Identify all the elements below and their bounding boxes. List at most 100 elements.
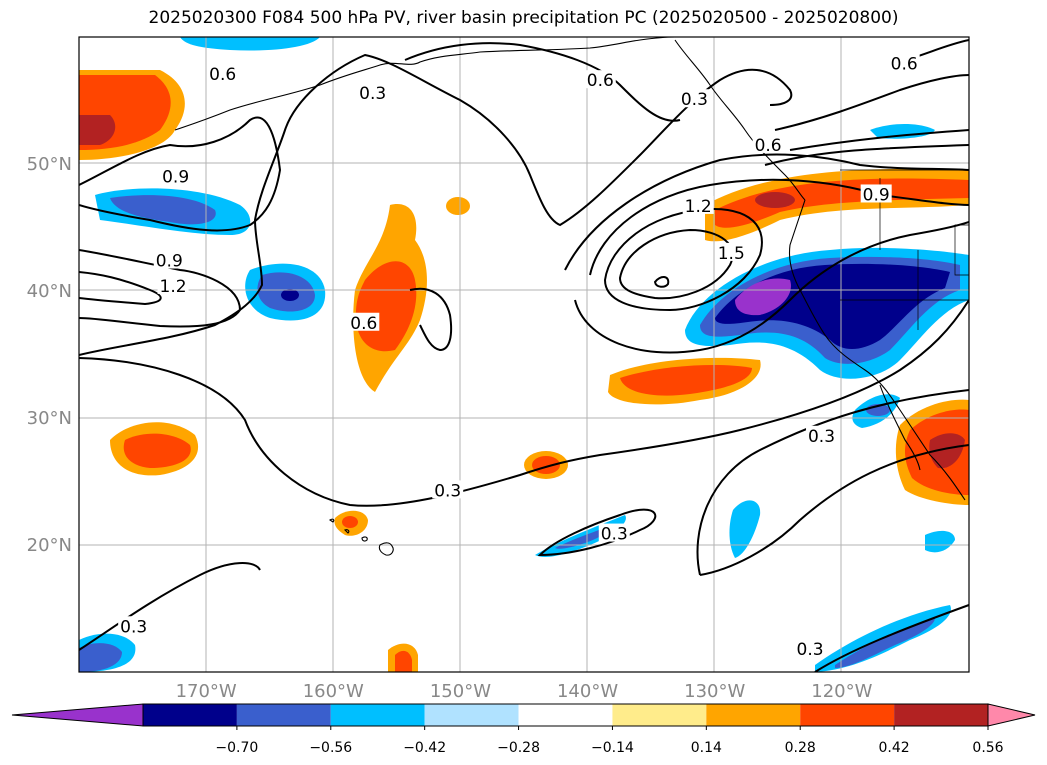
- contour-label-bg: [682, 195, 714, 214]
- colorbar-segment: [236, 704, 331, 726]
- pv-contour: [79, 53, 793, 356]
- contour-label-bg: [357, 82, 389, 101]
- coastline-baja: [879, 384, 921, 471]
- colorbar-segment: [612, 704, 707, 726]
- contour-label: 0.3: [434, 481, 461, 501]
- contour-label-bg: [157, 275, 189, 294]
- contour-label: 0.9: [162, 168, 189, 188]
- pv-contour: [404, 42, 681, 122]
- contour-label-bg: [118, 616, 150, 635]
- contour-label: 0.3: [681, 90, 708, 110]
- pv-contour: [653, 276, 670, 288]
- lat-tick-label: 50°N: [27, 154, 72, 175]
- pv-contour: [79, 299, 969, 507]
- contour-label: 0.3: [808, 427, 835, 447]
- pv-contour: [618, 228, 734, 300]
- contour-label: 0.6: [891, 55, 918, 75]
- lon-tick-label: 160°W: [303, 681, 364, 702]
- pv-contour: [79, 271, 162, 306]
- latitude-labels: 50°N 40°N 30°N 20°N: [27, 154, 72, 556]
- precip-area: [79, 115, 116, 145]
- pv-contour: [537, 508, 657, 557]
- precip-area: [446, 197, 470, 215]
- contour-label: 0.3: [797, 640, 824, 660]
- pv-contour: [774, 74, 969, 131]
- contour-label-bg: [432, 480, 464, 499]
- pv-contour: [814, 604, 969, 672]
- precip-area: [729, 500, 761, 558]
- precip-area: [110, 195, 216, 225]
- contour-label: 0.9: [156, 252, 183, 272]
- precip-area: [281, 289, 299, 301]
- contour-label: 0.9: [863, 185, 890, 205]
- longitude-labels: 170°W 160°W 150°W 140°W 130°W 120°W: [176, 681, 873, 702]
- precip-area: [395, 650, 412, 672]
- colorbar-segment: [518, 704, 613, 726]
- contour-label-bg: [598, 523, 630, 542]
- pv-contour: [699, 444, 969, 576]
- contour-label-bg: [806, 425, 838, 444]
- lon-tick-label: 140°W: [557, 681, 618, 702]
- pv-contour: [574, 221, 969, 354]
- colorbar-extend-min: [11, 703, 144, 727]
- colorbar-outline: [142, 703, 989, 727]
- lat-tick-label: 40°N: [27, 281, 72, 302]
- colorbar-tick-label: −0.70: [215, 740, 258, 756]
- contour-label: 0.3: [359, 84, 386, 104]
- contour-label: 0.6: [209, 65, 236, 85]
- contour-label-bg: [860, 184, 892, 203]
- contour-label-bg: [794, 639, 826, 658]
- coastline-bc: [674, 39, 806, 201]
- lat-tick-label: 20°N: [27, 535, 72, 556]
- contour-label-bg: [207, 63, 239, 82]
- contour-label-bg: [584, 70, 616, 89]
- contour-label-bg: [752, 134, 784, 153]
- pv-contour: [79, 116, 282, 232]
- coastlines: [174, 37, 969, 556]
- lon-tick-label: 120°W: [811, 681, 872, 702]
- lon-tick-label: 130°W: [684, 681, 745, 702]
- lon-tick-label: 170°W: [176, 681, 237, 702]
- colorbar-tick-label: 0.14: [691, 740, 722, 756]
- colorbar-segment: [330, 704, 425, 726]
- pv-contour: [696, 389, 969, 576]
- pv-contour: [603, 208, 763, 312]
- contour-label-bg: [348, 312, 380, 331]
- contour-label-bg: [715, 242, 747, 261]
- precipitation-shading: [79, 37, 969, 672]
- precip-area: [715, 178, 969, 228]
- precip-area: [342, 516, 358, 528]
- pv-contour: [409, 287, 453, 352]
- contour-label-layer: 0.6 0.3 0.6 0.3 0.6 0.6 0.9 1.2 0.9 0.9 1.2 1.5 0.6 0…: [118, 53, 920, 660]
- pv-contours: [79, 39, 969, 672]
- contour-label-bg: [888, 53, 920, 72]
- precip-area: [925, 530, 955, 553]
- contour-label: 0.6: [755, 136, 782, 156]
- colorbar-segment: [143, 704, 237, 726]
- precip-area: [929, 433, 965, 469]
- precip-area: [79, 643, 122, 672]
- coastline-alaska: [174, 37, 676, 131]
- contour-label: 0.3: [120, 617, 147, 637]
- contour-label-bg: [153, 250, 185, 269]
- contour-label: 1.2: [685, 197, 712, 217]
- map-title: 2025020300 F084 500 hPa PV, river basin …: [148, 8, 899, 28]
- precip-area: [755, 192, 795, 208]
- pv-contour: [589, 178, 969, 276]
- colorbar-tick-label: −0.56: [309, 740, 352, 756]
- contour-label: 1.5: [718, 244, 745, 264]
- precip-area: [735, 278, 791, 316]
- colorbar-segment: [424, 704, 519, 726]
- pv-contour: [79, 562, 261, 651]
- pv-contour: [789, 129, 969, 151]
- precip-area: [180, 37, 320, 51]
- colorbar-extend-max: [987, 703, 1036, 727]
- contour-label: 0.6: [587, 71, 614, 91]
- state-border: [840, 169, 969, 330]
- pv-contour: [564, 153, 969, 271]
- colorbar-tick-label: −0.28: [497, 740, 540, 756]
- contour-label: 1.2: [160, 277, 187, 297]
- precip-area: [835, 618, 935, 668]
- colorbar-tick-label: 0.56: [972, 740, 1003, 756]
